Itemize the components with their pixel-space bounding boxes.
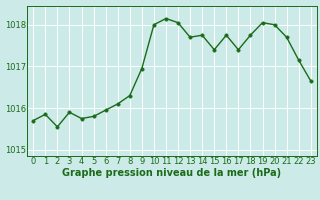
X-axis label: Graphe pression niveau de la mer (hPa): Graphe pression niveau de la mer (hPa) <box>62 168 282 178</box>
